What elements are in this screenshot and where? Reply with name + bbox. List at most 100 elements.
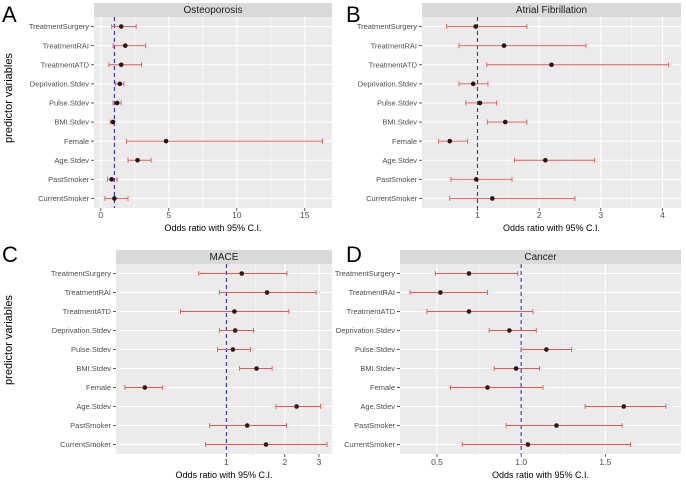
x-tick-label: 1.0 — [515, 457, 527, 467]
odds-ratio-point — [244, 423, 250, 428]
odds-ratio-point — [114, 100, 120, 106]
odds-ratio-point — [264, 290, 270, 295]
x-axis-title: Odds ratio with 95% C.I. — [175, 470, 272, 480]
panel-d-cancer: D Cancer 0.5 1.0 1.5 TreatmentSurgery Treatmen… — [335, 242, 681, 480]
x-axis-title: Odds ratio with 95% C.I. — [503, 223, 600, 233]
category-label: TreatmentATD — [347, 307, 396, 316]
category-label: PastSmoker — [70, 421, 111, 430]
odds-ratio-point — [466, 271, 472, 276]
category-label: Age.Stdev — [76, 402, 111, 411]
odds-ratio-point — [112, 196, 117, 201]
x-tick-label: 15 — [300, 210, 310, 220]
y-axis-title-bottom: predictor variables — [3, 295, 15, 385]
odds-ratio-point — [473, 24, 478, 29]
category-label: Female — [370, 383, 395, 392]
odds-ratio-point — [466, 309, 472, 314]
x-tick-label: 10 — [232, 210, 242, 220]
category-label: TreatmentRAI — [371, 41, 417, 50]
x-tick-label: 5 — [166, 210, 171, 220]
panel-title: Cancer — [524, 252, 557, 263]
category-label: TreatmentSurgery — [335, 269, 395, 278]
category-label: BMI.Stdev — [54, 118, 89, 127]
category-label: PastSmoker — [354, 421, 395, 430]
odds-ratio-point — [163, 138, 169, 144]
odds-ratio-point — [549, 62, 554, 68]
category-label: BMI.Stdev — [360, 364, 395, 373]
odds-ratio-point — [554, 423, 559, 428]
x-tick-label: 2 — [282, 457, 287, 467]
odds-ratio-point — [543, 157, 548, 163]
plot-background — [422, 17, 681, 208]
x-axis-title: Odds ratio with 95% C.I. — [492, 470, 589, 480]
category-label: TreatmentSurgery — [29, 22, 89, 31]
category-label: TreatmentRAI — [65, 288, 111, 297]
panel-strip — [400, 250, 681, 264]
x-tick-label: 1 — [475, 210, 480, 220]
category-label: Deprivation.Stdev — [336, 326, 395, 335]
category-label: Pulse.Stdev — [355, 345, 395, 354]
category-label: TreatmentATD — [369, 60, 418, 69]
panel-title: Atrial Fibrillation — [516, 5, 587, 16]
category-label: CurrentSmoker — [344, 440, 395, 449]
odds-ratio-point — [110, 119, 116, 125]
category-label: Pulse.Stdev — [71, 345, 111, 354]
odds-ratio-point — [490, 196, 495, 201]
odds-ratio-point — [109, 177, 114, 182]
odds-ratio-point — [118, 24, 124, 29]
odds-ratio-point — [232, 328, 238, 333]
category-label: BMI.Stdev — [382, 118, 417, 127]
panel-letter: A — [2, 2, 17, 27]
odds-ratio-point — [232, 309, 237, 314]
x-tick-label: 2 — [537, 210, 542, 220]
odds-ratio-point — [507, 328, 512, 333]
plot-background — [400, 264, 681, 454]
category-label: Female — [86, 383, 111, 392]
category-label: Deprivation.Stdev — [30, 79, 89, 88]
odds-ratio-point — [118, 62, 124, 68]
odds-ratio-point — [501, 43, 507, 48]
odds-ratio-point — [230, 347, 236, 352]
x-axis-title: Odds ratio with 95% C.I. — [164, 223, 261, 233]
x-tick-label: 3 — [598, 210, 603, 220]
plot-background — [116, 264, 332, 454]
x-tick-label: 0 — [98, 210, 103, 220]
panel-a-osteoporosis: A Osteoporosis 0 5 10 15 TreatmentSurgery Treat… — [2, 2, 332, 233]
odds-ratio-point — [122, 43, 128, 48]
panel-title: Osteoporosis — [184, 5, 243, 16]
panel-strip — [116, 250, 332, 264]
x-tick-label: 3 — [317, 457, 322, 467]
category-label: TreatmentATD — [63, 307, 112, 316]
odds-ratio-point — [117, 81, 123, 87]
y-axis-title-top: predictor variables — [3, 53, 15, 143]
category-label: Age.Stdev — [360, 402, 395, 411]
panel-letter: C — [2, 242, 18, 267]
panel-strip — [422, 3, 681, 17]
odds-ratio-point — [473, 177, 479, 182]
category-label: Female — [392, 137, 417, 146]
category-label: CurrentSmoker — [60, 440, 111, 449]
panel-letter: D — [346, 242, 362, 267]
category-label: TreatmentRAI — [349, 288, 395, 297]
category-label: TreatmentSurgery — [51, 269, 111, 278]
odds-ratio-point — [470, 81, 476, 87]
odds-ratio-point — [142, 385, 148, 390]
plot-background — [94, 17, 332, 208]
x-tick-label: 4 — [660, 210, 665, 220]
odds-ratio-point — [621, 404, 627, 409]
category-label: Pulse.Stdev — [49, 99, 89, 108]
category-label: TreatmentSurgery — [357, 22, 417, 31]
category-label: PastSmoker — [376, 175, 417, 184]
category-label: CurrentSmoker — [366, 194, 417, 203]
x-tick-label: 1.5 — [599, 457, 611, 467]
odds-ratio-point — [525, 442, 531, 447]
category-label: CurrentSmoker — [38, 194, 89, 203]
odds-ratio-point — [135, 157, 140, 163]
odds-ratio-point — [513, 366, 519, 371]
category-label: Age.Stdev — [54, 156, 89, 165]
x-tick-label: 1 — [224, 457, 229, 467]
odds-ratio-point — [263, 442, 269, 447]
category-label: Age.Stdev — [382, 156, 417, 165]
category-label: BMI.Stdev — [76, 364, 111, 373]
panel-c-mace: C MACE 1 2 3 TreatmentSurgery TreatmentRAI Trea… — [2, 242, 332, 480]
odds-ratio-point — [544, 347, 549, 352]
